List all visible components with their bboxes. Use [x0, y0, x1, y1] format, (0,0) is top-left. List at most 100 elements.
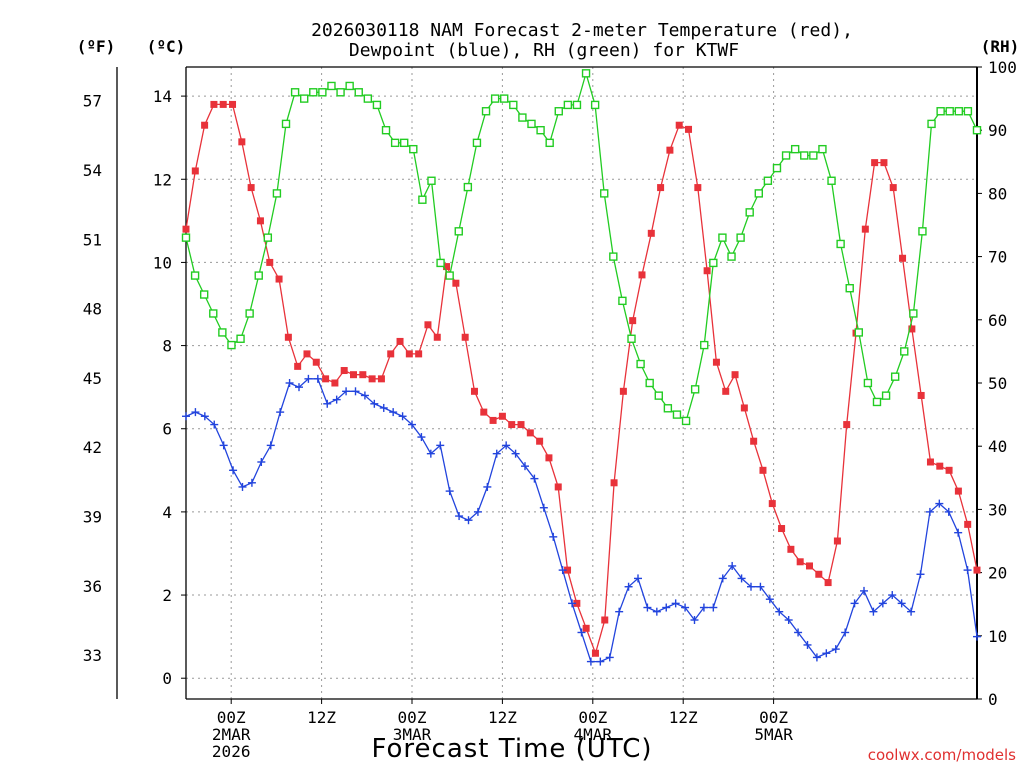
- dewpoint-point: [247, 478, 256, 487]
- rh-point: [763, 176, 773, 185]
- rh-point: [272, 189, 282, 198]
- rh-point: [463, 182, 473, 192]
- rh-point: [800, 151, 809, 160]
- dewpoint-point: [615, 607, 624, 616]
- rh-point: [772, 163, 782, 173]
- rh-point: [972, 125, 982, 135]
- rh-point: [372, 100, 382, 110]
- series-dewpoint: [182, 374, 981, 666]
- fahrenheit-tick-label: 45: [83, 369, 102, 388]
- rh-point: [663, 404, 673, 413]
- rh-point: [636, 359, 645, 369]
- temperature-point: [945, 466, 953, 474]
- rh-point: [445, 271, 454, 280]
- temperature-point: [954, 487, 962, 495]
- temperature-point: [712, 358, 720, 366]
- temperature-point: [666, 146, 674, 154]
- temperature-point: [210, 100, 218, 108]
- temperature-point: [219, 100, 227, 108]
- rh-point: [918, 227, 927, 236]
- fahrenheit-tick-label: 57: [83, 92, 102, 111]
- dewpoint-point: [860, 586, 868, 595]
- dewpoint-point: [963, 566, 972, 575]
- temperature-point: [443, 263, 451, 271]
- dewpoint-point: [426, 449, 435, 458]
- temperature-point: [582, 624, 590, 632]
- fahrenheit-tick-label: 33: [83, 646, 102, 665]
- dewpoint-point: [342, 387, 351, 396]
- dewpoint-point: [935, 499, 944, 508]
- rh-point: [818, 144, 827, 154]
- temperature-point: [964, 520, 972, 528]
- temperature-point: [694, 184, 702, 192]
- rh-point: [781, 151, 791, 160]
- dewpoint-point: [869, 607, 878, 616]
- temperature-point: [759, 466, 767, 474]
- temperature-point: [415, 350, 423, 358]
- dewpoint-point: [709, 603, 718, 612]
- dewpoint-point: [257, 458, 266, 466]
- celsius-tick-label: 6: [162, 420, 172, 439]
- temperature-point: [359, 371, 367, 379]
- celsius-tick-label: 12: [153, 170, 172, 189]
- temperature-point: [545, 454, 553, 462]
- x-tick-label: 12Z: [488, 708, 517, 727]
- temperature-point: [275, 275, 283, 283]
- dewpoint-point: [464, 516, 473, 525]
- celsius-tick-label: 10: [153, 253, 172, 272]
- temperature-point: [601, 616, 609, 624]
- series-rh: [181, 69, 982, 426]
- temperature-point: [908, 325, 916, 333]
- temperature-point: [517, 421, 525, 429]
- rh-point: [690, 385, 700, 394]
- dewpoint-point: [502, 441, 511, 450]
- dewpoint-point: [445, 487, 454, 496]
- rh-point: [554, 107, 563, 116]
- celsius-tick-label: 4: [162, 503, 172, 522]
- rh-tick-label: 10: [988, 627, 1007, 646]
- dewpoint-point: [803, 640, 812, 649]
- temperature-point: [312, 358, 320, 366]
- rh-point: [600, 189, 609, 198]
- temperature-point: [703, 267, 711, 275]
- temperature-point: [294, 362, 302, 370]
- dewpoint-point: [756, 582, 765, 591]
- fahrenheit-tick-label: 39: [83, 508, 102, 527]
- rh-point: [581, 69, 591, 78]
- rh-point: [236, 334, 245, 343]
- temperature-point: [647, 229, 655, 237]
- rh-point: [827, 176, 836, 185]
- rh-point: [490, 94, 500, 103]
- rh-point: [954, 107, 964, 116]
- fahrenheit-tick-label: 54: [83, 161, 102, 180]
- x-tick-label: 2026: [212, 742, 251, 761]
- chart-title-line-1: 2026030118 NAM Forecast 2-meter Temperat…: [311, 20, 853, 41]
- rh-point: [563, 100, 573, 110]
- dewpoint-point: [577, 628, 586, 637]
- dewpoint-point: [436, 441, 445, 450]
- dewpoint-point: [521, 462, 529, 471]
- temperature-point: [573, 599, 581, 607]
- dewpoint-point: [586, 657, 595, 666]
- dewpoint-point: [718, 574, 727, 583]
- dewpoint-point: [596, 657, 605, 666]
- rh-point: [909, 309, 918, 318]
- temperature-point: [936, 462, 944, 470]
- dewpoint-point: [492, 449, 501, 458]
- rh-point: [845, 284, 854, 293]
- series-line-rh: [185, 70, 978, 422]
- rh-point: [927, 119, 936, 129]
- dewpoint-point: [775, 607, 784, 616]
- dewpoint-point: [182, 412, 190, 421]
- temperature-point: [387, 350, 395, 358]
- dewpoint-point: [954, 528, 963, 537]
- dewpoint-point: [605, 653, 614, 662]
- rh-point: [327, 81, 336, 91]
- dewpoint-point: [568, 599, 577, 608]
- rh-point: [809, 151, 818, 160]
- dewpoint-point: [511, 449, 520, 458]
- dewpoint-point: [238, 482, 247, 491]
- rh-point: [281, 119, 291, 129]
- rh-point: [618, 296, 627, 306]
